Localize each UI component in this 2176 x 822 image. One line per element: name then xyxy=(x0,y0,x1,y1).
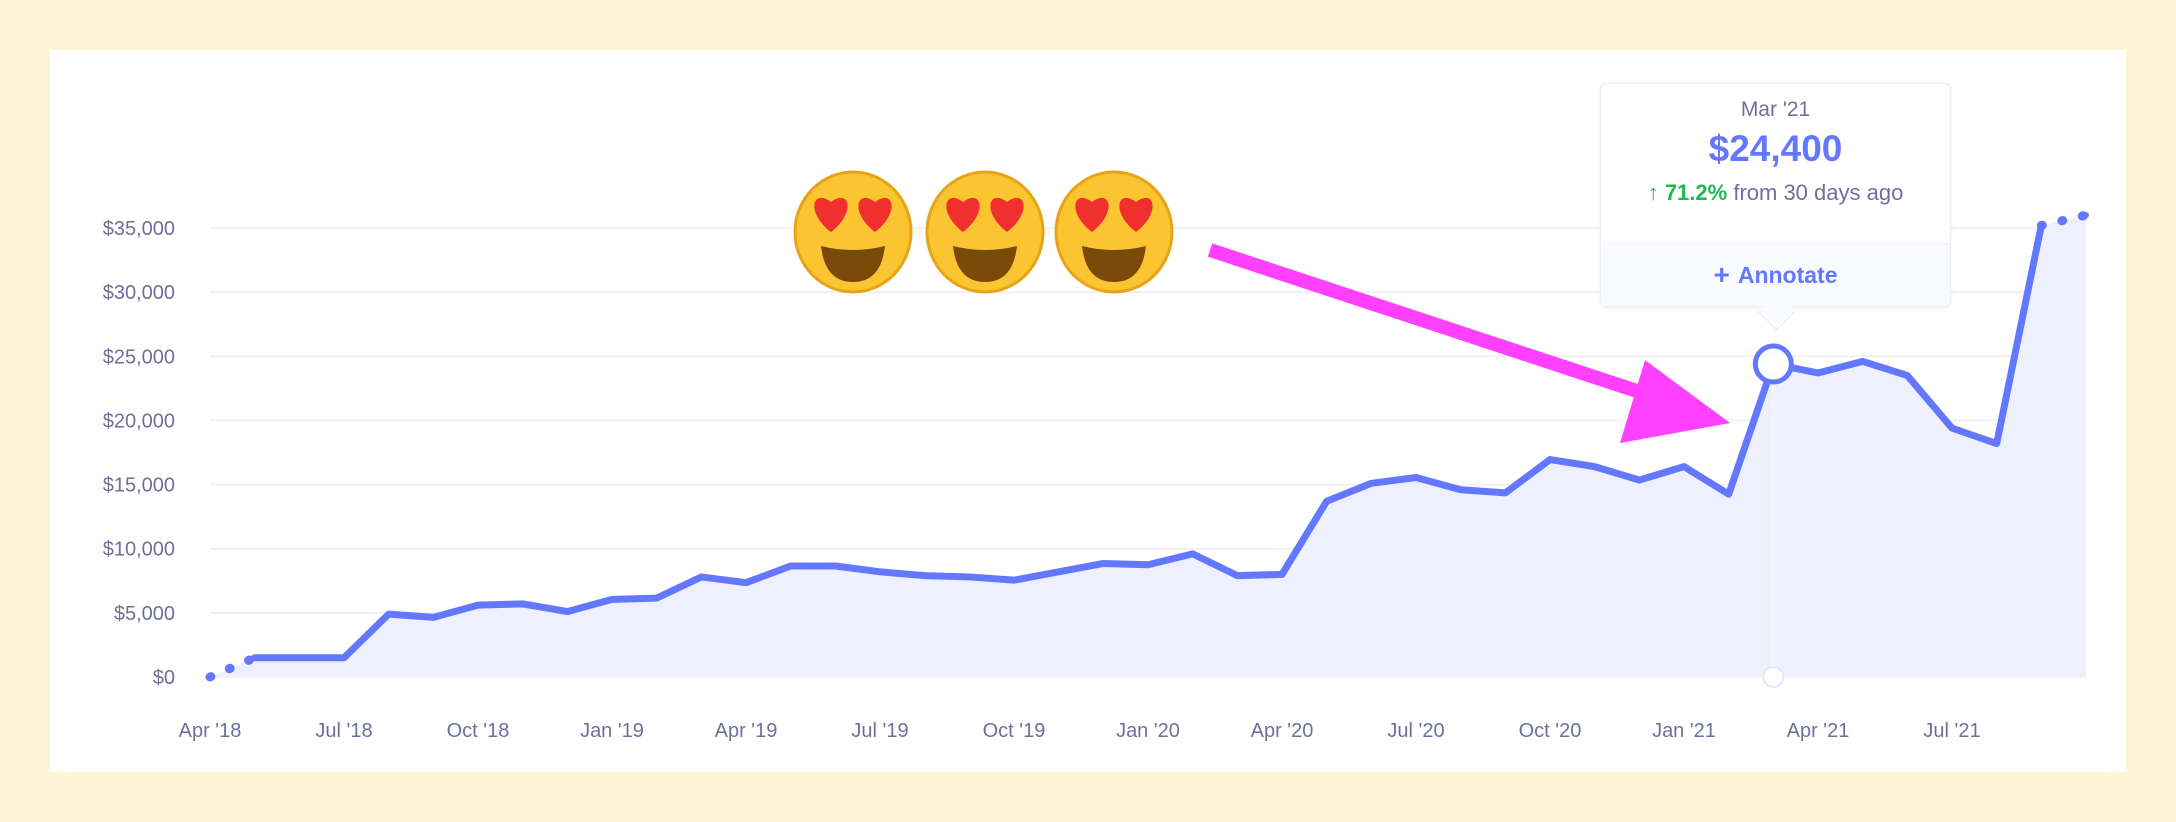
arrow-up-icon: ↑ xyxy=(1647,180,1659,205)
x-tick-label: Jul '21 xyxy=(1923,720,1980,742)
data-point[interactable] xyxy=(1055,568,1062,575)
area-fill xyxy=(210,215,2086,677)
data-point[interactable] xyxy=(475,602,481,609)
x-tick-label: Jul '18 xyxy=(315,720,372,742)
data-point[interactable] xyxy=(1368,480,1375,487)
heart-eyes-emoji-icon xyxy=(793,170,913,294)
change-percent: 71.2% xyxy=(1664,180,1728,205)
data-point[interactable] xyxy=(787,563,794,570)
x-tick-label: Oct '20 xyxy=(1519,720,1582,742)
data-point[interactable] xyxy=(341,654,347,661)
data-point[interactable] xyxy=(1189,550,1196,557)
x-tick-label: Jan '20 xyxy=(1116,720,1180,742)
x-tick-label: Jul '19 xyxy=(851,720,908,742)
data-point[interactable] xyxy=(1234,572,1241,579)
data-point[interactable] xyxy=(1681,463,1687,470)
data-point[interactable] xyxy=(1547,456,1553,463)
hover-base-marker xyxy=(1762,666,1785,688)
data-point[interactable] xyxy=(519,600,526,607)
data-point[interactable] xyxy=(1725,491,1732,498)
heart-eyes-emoji-icon xyxy=(925,170,1045,294)
data-point[interactable] xyxy=(832,563,839,570)
data-point[interactable] xyxy=(698,573,705,580)
data-point[interactable] xyxy=(564,608,571,615)
series-line-dotted-start xyxy=(205,653,260,682)
data-point[interactable] xyxy=(1815,369,1821,376)
y-tick-label: $0 xyxy=(153,667,175,689)
annotate-label: Annotate xyxy=(1737,261,1838,288)
x-tick-label: Oct '19 xyxy=(983,720,1046,742)
data-point[interactable] xyxy=(1502,489,1509,496)
data-point[interactable] xyxy=(251,654,258,661)
tooltip-date: Mar '21 xyxy=(1740,98,1811,121)
annotate-button[interactable]: + Annotate xyxy=(1601,243,1950,306)
change-text: from 30 days ago xyxy=(1733,180,1904,205)
data-point[interactable] xyxy=(653,595,660,602)
y-tick-label: $30,000 xyxy=(103,282,175,304)
tooltip-change: ↑ 71.2% from 30 days ago xyxy=(1601,180,1950,206)
y-tick-label: $10,000 xyxy=(103,539,175,561)
x-tick-label: Jan '21 xyxy=(1652,720,1716,742)
data-point[interactable] xyxy=(877,568,883,575)
x-tick-label: Jan '19 xyxy=(580,720,644,742)
data-point[interactable] xyxy=(2038,222,2045,229)
data-point[interactable] xyxy=(1859,358,1866,365)
y-tick-label: $35,000 xyxy=(103,218,175,240)
y-tick-label: $15,000 xyxy=(103,475,175,497)
data-point[interactable] xyxy=(1413,474,1419,481)
data-point[interactable] xyxy=(385,611,392,618)
tooltip-value: $24,400 xyxy=(1708,128,1843,169)
data-point[interactable] xyxy=(207,674,213,680)
x-tick-label: Apr '20 xyxy=(1251,720,1314,742)
data-point[interactable] xyxy=(1011,577,1017,584)
x-tick-label: Apr '18 xyxy=(179,720,242,742)
data-point[interactable] xyxy=(1591,463,1598,470)
data-point[interactable] xyxy=(1100,560,1107,567)
y-tick-label: $25,000 xyxy=(103,346,175,368)
data-point[interactable] xyxy=(1904,372,1911,379)
data-point[interactable] xyxy=(743,579,749,586)
data-point[interactable] xyxy=(1145,561,1151,568)
series-line-dotted-end xyxy=(2036,210,2091,230)
data-point[interactable] xyxy=(430,614,437,621)
highlighted-point[interactable] xyxy=(1752,343,1794,385)
data-point[interactable] xyxy=(1279,571,1285,578)
data-point[interactable] xyxy=(1949,425,1955,432)
data-point[interactable] xyxy=(1993,440,2000,447)
x-tick-label: Oct '18 xyxy=(447,720,510,742)
plus-icon: + xyxy=(1713,259,1730,290)
y-tick-label: $20,000 xyxy=(103,410,175,432)
data-point[interactable] xyxy=(921,572,928,579)
data-point[interactable] xyxy=(609,596,615,603)
data-point[interactable] xyxy=(296,654,303,661)
data-point[interactable] xyxy=(1457,486,1464,493)
y-tick-label: $5,000 xyxy=(114,603,175,625)
data-point[interactable] xyxy=(966,573,973,580)
data-point[interactable] xyxy=(1636,477,1643,484)
x-tick-label: Apr '19 xyxy=(715,720,778,742)
data-point[interactable] xyxy=(1323,498,1330,505)
x-tick-label: Jul '20 xyxy=(1387,720,1444,742)
magenta-arrow xyxy=(1207,243,1730,443)
data-point[interactable] xyxy=(2083,212,2089,219)
tooltip: Mar '21 $24,400 ↑ 71.2% from 30 days ago… xyxy=(1600,83,1951,331)
x-tick-label: Apr '21 xyxy=(1787,720,1850,742)
heart-eyes-emoji-icon xyxy=(1054,170,1174,294)
